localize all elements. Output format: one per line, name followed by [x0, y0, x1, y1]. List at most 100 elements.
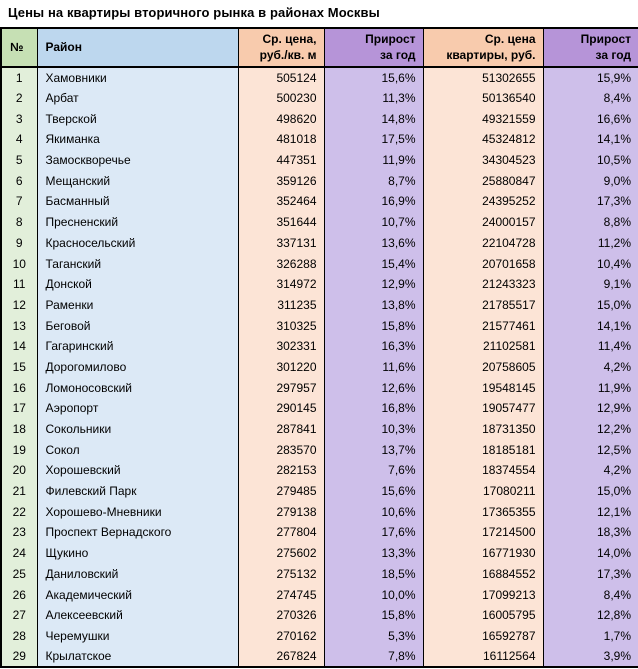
cell-growth-sqm: 18,5%	[323, 563, 424, 585]
cell-growth-apartment: 17,3%	[542, 563, 638, 585]
cell-number: 13	[0, 315, 38, 336]
cell-district: Беговой	[36, 315, 239, 336]
cell-growth-apartment: 15,0%	[542, 294, 638, 316]
column-header-growth-apartment: Прирост за год	[542, 28, 638, 68]
cell-price-per-sqm: 326288	[237, 253, 325, 274]
cell-number: 29	[0, 646, 38, 667]
cell-growth-apartment: 10,4%	[542, 253, 638, 274]
cell-district: Филевский Парк	[36, 480, 239, 502]
page-title: Цены на квартиры вторичного рынка в райо…	[8, 5, 380, 20]
column-header-apartment-price: Ср. цена квартиры, руб.	[422, 28, 544, 68]
table-row: 25 Даниловский 275132 18,5% 16884552 17,3%	[0, 563, 638, 585]
cell-growth-sqm: 16,9%	[323, 191, 424, 212]
cell-growth-sqm: 15,6%	[323, 67, 424, 88]
cell-apartment-price: 20758605	[422, 356, 544, 378]
table-row: 24 Щукино 275602 13,3% 16771930 14,0%	[0, 542, 638, 564]
column-header-district: Район	[36, 28, 239, 68]
cell-price-per-sqm: 282153	[237, 460, 325, 481]
cell-district: Красносельский	[36, 232, 239, 254]
table-row: 1 Хамовники 505124 15,6% 51302655 15,9%	[0, 67, 638, 88]
cell-district: Проспект Вернадского	[36, 522, 239, 543]
cell-district: Аэропорт	[36, 398, 239, 419]
cell-district: Дорогомилово	[36, 356, 239, 378]
table-row: 29 Крылатское 267824 7,8% 16112564 3,9%	[0, 646, 638, 667]
cell-number: 16	[0, 377, 38, 398]
cell-growth-sqm: 10,6%	[323, 501, 424, 523]
cell-number: 15	[0, 356, 38, 378]
cell-number: 21	[0, 480, 38, 502]
cell-number: 20	[0, 460, 38, 481]
cell-growth-sqm: 10,0%	[323, 584, 424, 605]
cell-growth-apartment: 8,8%	[542, 211, 638, 233]
cell-apartment-price: 34304523	[422, 149, 544, 171]
cell-district: Мещанский	[36, 170, 239, 192]
cell-district: Таганский	[36, 253, 239, 274]
table-row: 11 Донской 314972 12,9% 21243323 9,1%	[0, 273, 638, 295]
cell-price-per-sqm: 270162	[237, 625, 325, 647]
cell-growth-apartment: 11,9%	[542, 377, 638, 398]
table-row: 3 Тверской 498620 14,8% 49321559 16,6%	[0, 108, 638, 130]
cell-number: 9	[0, 232, 38, 254]
cell-price-per-sqm: 505124	[237, 67, 325, 88]
cell-district: Хорошево-Мневники	[36, 501, 239, 523]
header-row: № Район Ср. цена, руб./кв. м Прирост за год Ср…	[0, 28, 638, 68]
cell-district: Якиманка	[36, 129, 239, 150]
cell-growth-sqm: 7,8%	[323, 646, 424, 667]
cell-growth-sqm: 17,5%	[323, 129, 424, 150]
cell-apartment-price: 17365355	[422, 501, 544, 523]
cell-growth-apartment: 14,1%	[542, 315, 638, 336]
cell-growth-apartment: 8,4%	[542, 584, 638, 605]
table-row: 21 Филевский Парк 279485 15,6% 17080211 15,0%	[0, 480, 638, 502]
table-row: 18 Сокольники 287841 10,3% 18731350 12,2%	[0, 418, 638, 440]
cell-price-per-sqm: 337131	[237, 232, 325, 254]
cell-apartment-price: 16005795	[422, 604, 544, 626]
cell-price-per-sqm: 283570	[237, 439, 325, 461]
cell-apartment-price: 21577461	[422, 315, 544, 336]
cell-growth-apartment: 17,3%	[542, 191, 638, 212]
cell-number: 26	[0, 584, 38, 605]
cell-apartment-price: 20701658	[422, 253, 544, 274]
cell-price-per-sqm: 359126	[237, 170, 325, 192]
cell-number: 5	[0, 149, 38, 171]
cell-number: 24	[0, 542, 38, 564]
cell-price-per-sqm: 275602	[237, 542, 325, 564]
cell-district: Басманный	[36, 191, 239, 212]
cell-apartment-price: 21102581	[422, 335, 544, 357]
table-row: 4 Якиманка 481018 17,5% 45324812 14,1%	[0, 129, 638, 150]
column-header-number: №	[0, 28, 38, 68]
cell-growth-apartment: 16,6%	[542, 108, 638, 130]
cell-number: 19	[0, 439, 38, 461]
cell-growth-sqm: 10,3%	[323, 418, 424, 440]
cell-apartment-price: 22104728	[422, 232, 544, 254]
table-row: 5 Замоскворечье 447351 11,9% 34304523 10,5%	[0, 149, 638, 171]
cell-price-per-sqm: 267824	[237, 646, 325, 667]
cell-growth-apartment: 12,1%	[542, 501, 638, 523]
cell-growth-sqm: 10,7%	[323, 211, 424, 233]
cell-growth-sqm: 16,8%	[323, 398, 424, 419]
cell-number: 4	[0, 129, 38, 150]
cell-price-per-sqm: 352464	[237, 191, 325, 212]
cell-price-per-sqm: 274745	[237, 584, 325, 605]
cell-number: 2	[0, 87, 38, 109]
cell-district: Черемушки	[36, 625, 239, 647]
table-row: 23 Проспект Вернадского 277804 17,6% 1721450…	[0, 522, 638, 543]
cell-growth-sqm: 13,6%	[323, 232, 424, 254]
cell-apartment-price: 17099213	[422, 584, 544, 605]
cell-apartment-price: 50136540	[422, 87, 544, 109]
cell-district: Даниловский	[36, 563, 239, 585]
column-header-price-per-sqm: Ср. цена, руб./кв. м	[237, 28, 325, 68]
table-row: 2 Арбат 500230 11,3% 50136540 8,4%	[0, 87, 638, 109]
cell-number: 23	[0, 522, 38, 543]
cell-apartment-price: 18731350	[422, 418, 544, 440]
cell-district: Сокол	[36, 439, 239, 461]
cell-growth-apartment: 1,7%	[542, 625, 638, 647]
cell-growth-apartment: 12,8%	[542, 604, 638, 626]
cell-growth-apartment: 14,0%	[542, 542, 638, 564]
cell-number: 18	[0, 418, 38, 440]
cell-apartment-price: 24395252	[422, 191, 544, 212]
cell-price-per-sqm: 290145	[237, 398, 325, 419]
cell-growth-sqm: 15,8%	[323, 604, 424, 626]
table-row: 13 Беговой 310325 15,8% 21577461 14,1%	[0, 315, 638, 336]
cell-number: 28	[0, 625, 38, 647]
table-row: 17 Аэропорт 290145 16,8% 19057477 12,9%	[0, 398, 638, 419]
